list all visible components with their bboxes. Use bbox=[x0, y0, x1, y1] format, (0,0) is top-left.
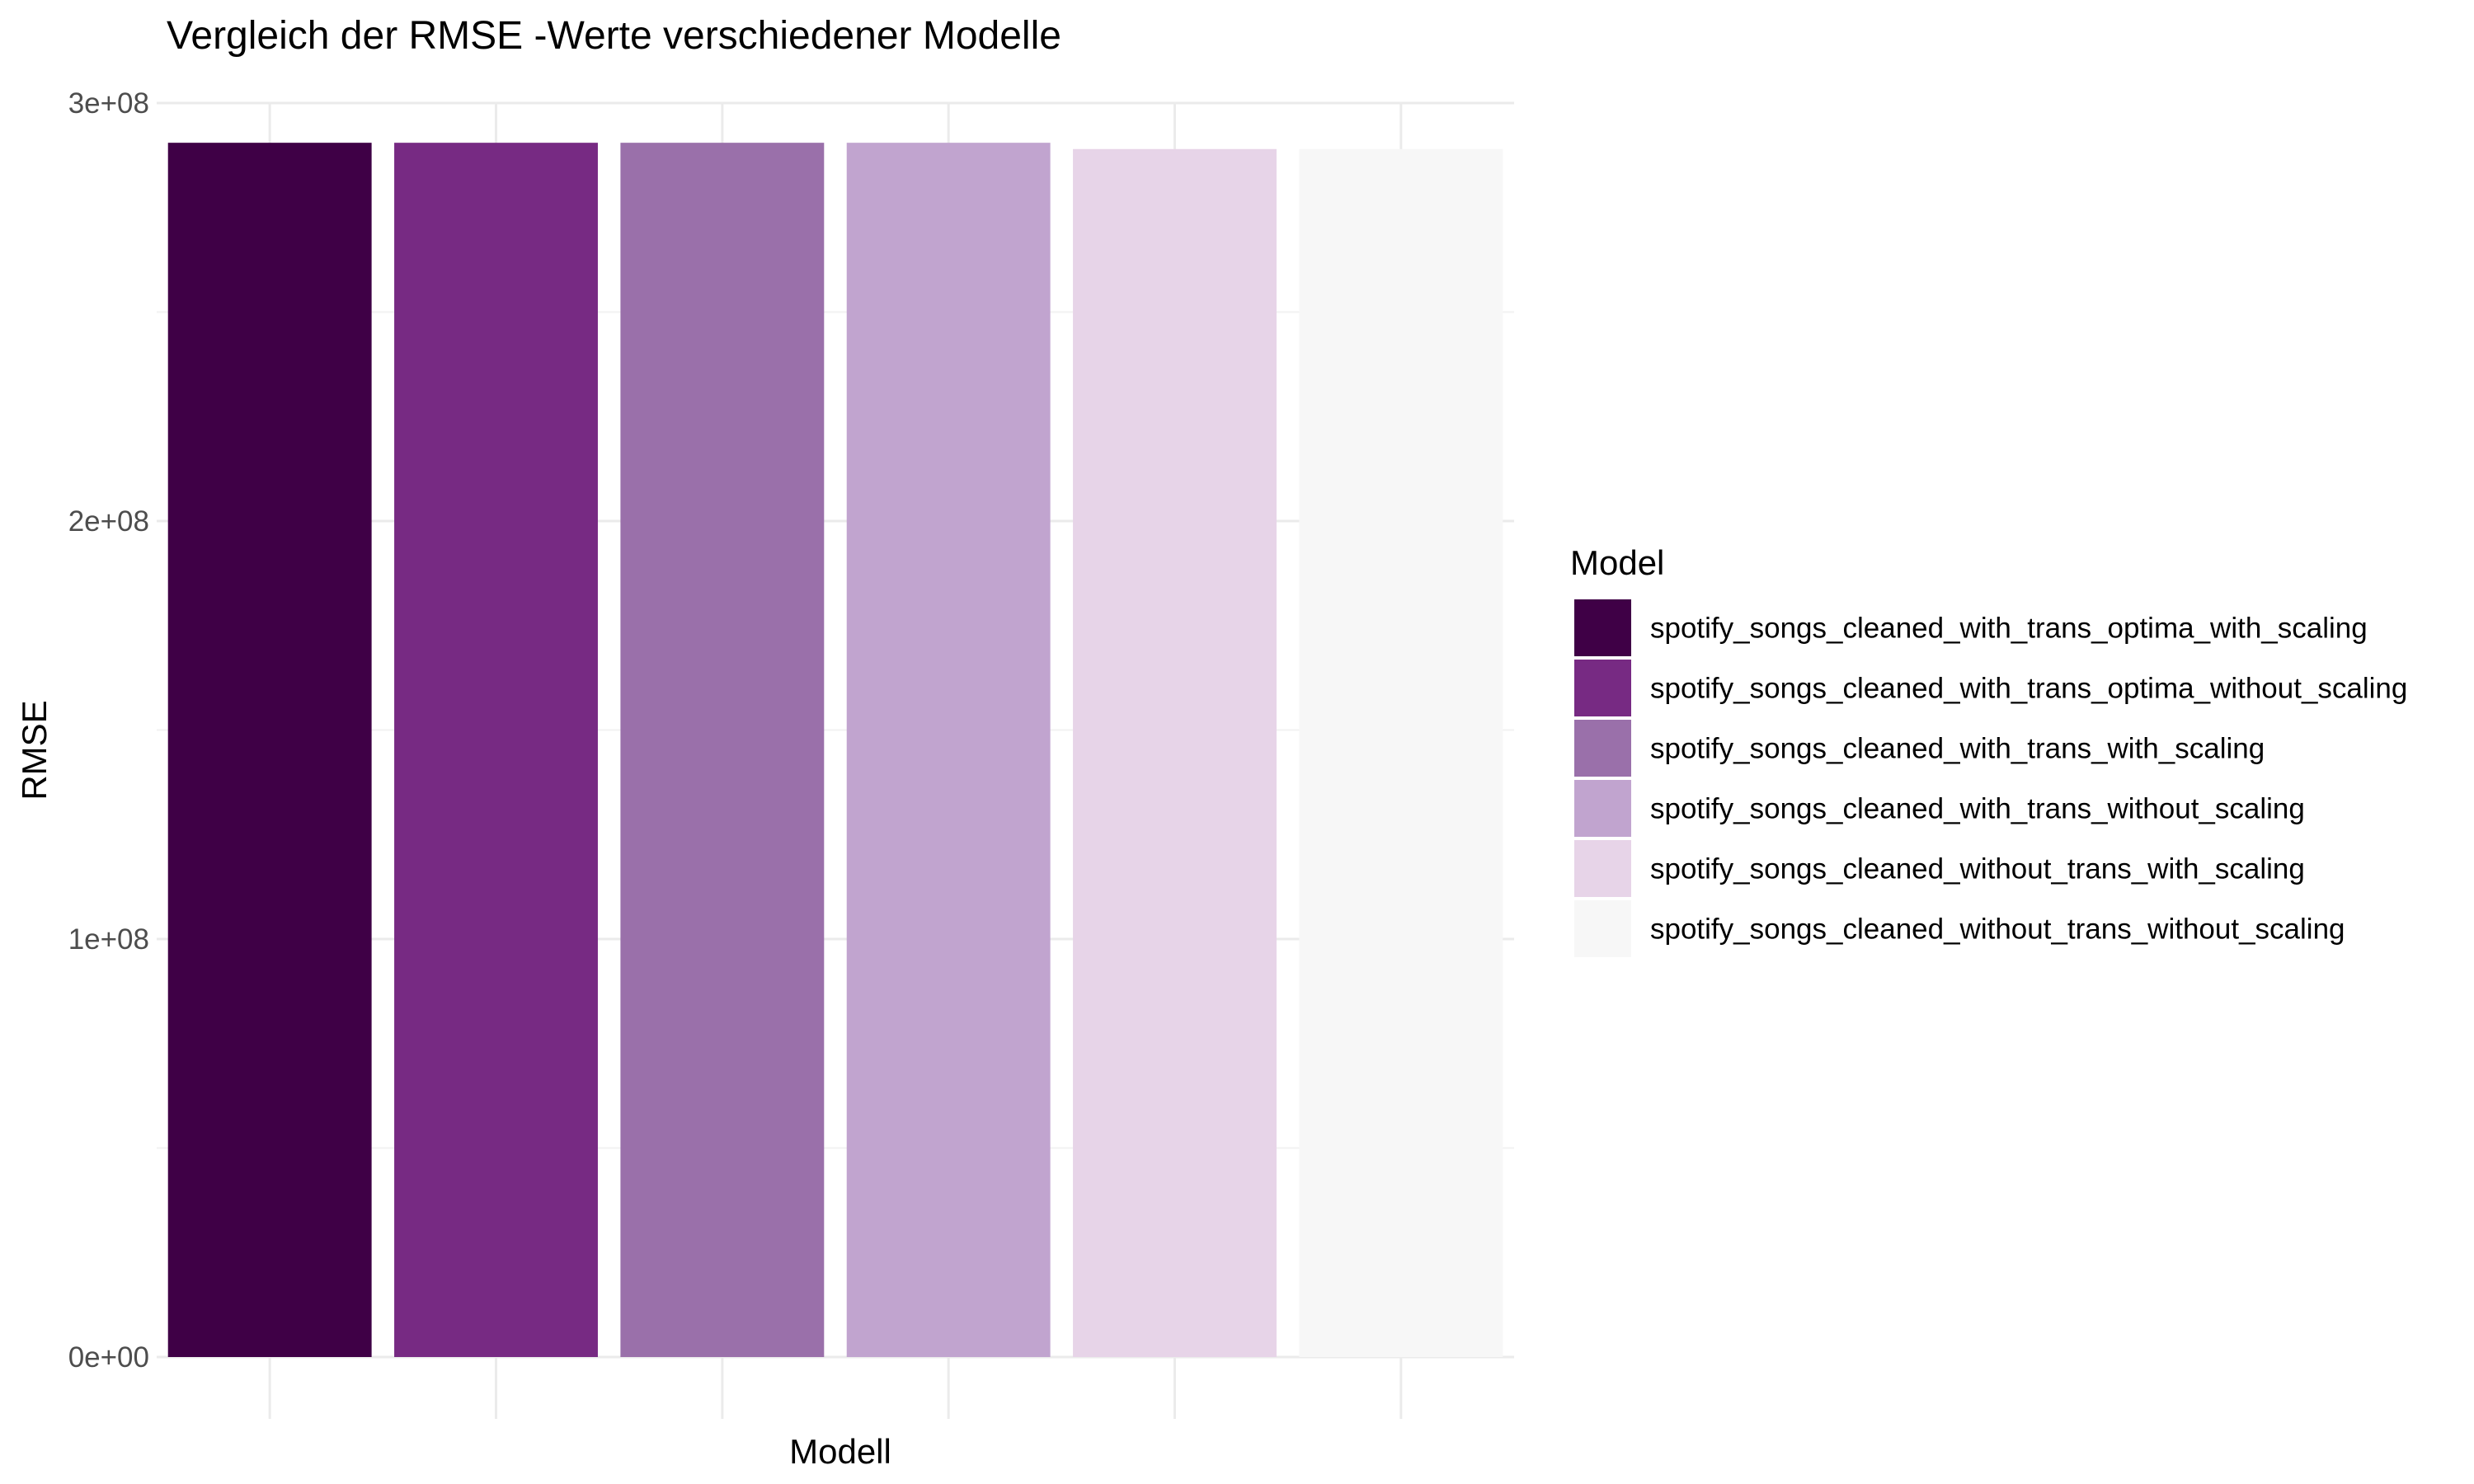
y-tick-label: 1e+08 bbox=[68, 923, 149, 956]
bar bbox=[1073, 148, 1277, 1357]
y-tick-label: 0e+00 bbox=[68, 1341, 149, 1374]
legend-label: spotify_songs_cleaned_with_trans_optima_… bbox=[1650, 673, 2407, 705]
legend-key bbox=[1574, 840, 1631, 897]
bar bbox=[394, 143, 598, 1357]
legend-label: spotify_songs_cleaned_with_trans_without… bbox=[1650, 793, 2305, 825]
y-axis-title: RMSE bbox=[15, 700, 54, 800]
chart-title: Vergleich der RMSE -Werte verschiedener … bbox=[167, 14, 1061, 58]
bar bbox=[1299, 148, 1503, 1357]
legend-key bbox=[1574, 780, 1631, 837]
legend-label: spotify_songs_cleaned_without_trans_with… bbox=[1650, 913, 2345, 946]
bar bbox=[620, 143, 825, 1357]
bars bbox=[167, 143, 1503, 1357]
bar bbox=[846, 143, 1051, 1357]
x-axis-title: Modell bbox=[789, 1432, 891, 1471]
y-axis-ticks: 0e+00 1e+08 2e+08 3e+08 bbox=[68, 87, 149, 1374]
legend-title: Model bbox=[1570, 543, 1664, 582]
legend-label: spotify_songs_cleaned_with_trans_optima_… bbox=[1650, 613, 2368, 645]
legend-key bbox=[1574, 900, 1631, 957]
legend-label: spotify_songs_cleaned_without_trans_with… bbox=[1650, 853, 2305, 885]
legend: Model spotify_songs_cleaned_with_trans_o… bbox=[1570, 543, 2407, 957]
bar bbox=[167, 143, 372, 1357]
legend-key bbox=[1574, 720, 1631, 777]
legend-key bbox=[1574, 660, 1631, 716]
y-tick-label: 3e+08 bbox=[68, 87, 149, 120]
legend-key bbox=[1574, 599, 1631, 656]
y-tick-label: 2e+08 bbox=[68, 505, 149, 538]
legend-label: spotify_songs_cleaned_with_trans_with_sc… bbox=[1650, 733, 2265, 765]
